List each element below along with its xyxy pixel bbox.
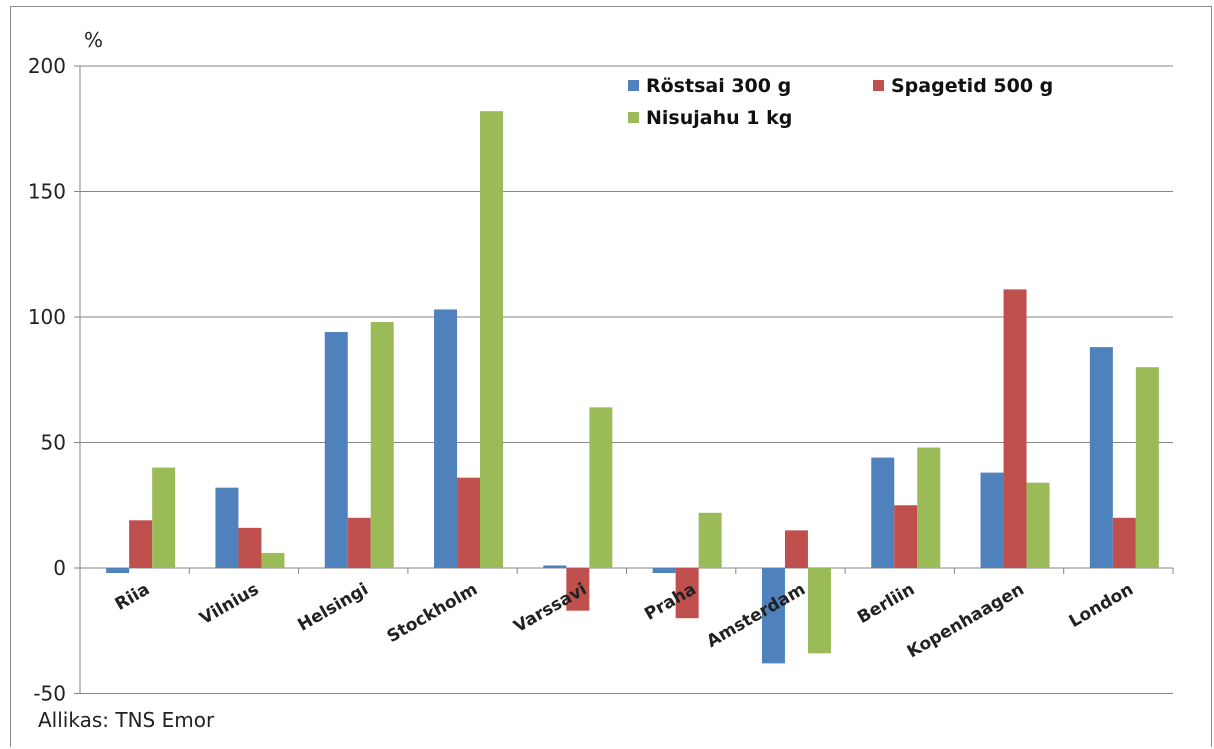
bar-spagetid-500-g-stockholm xyxy=(457,477,481,568)
bar-spagetid-500-g-kopenhaagen xyxy=(1003,289,1027,568)
bar-nisujahu-1-kg-vilnius xyxy=(261,552,285,568)
bar-nisujahu-1-kg-kopenhaagen xyxy=(1026,482,1050,568)
bar-nisujahu-1-kg-helsingi xyxy=(370,322,394,568)
y-axis-unit-label: % xyxy=(84,28,104,52)
y-tick-label: 150 xyxy=(28,180,66,204)
legend-swatch xyxy=(628,112,639,123)
legend-label: Nisujahu 1 kg xyxy=(646,107,792,129)
bar-r-stsai-300-g-stockholm xyxy=(434,309,458,568)
bar-spagetid-500-g-helsingi xyxy=(347,517,371,568)
bar-spagetid-500-g-berliin xyxy=(894,505,918,568)
bar-spagetid-500-g-riia xyxy=(129,520,153,568)
bar-r-stsai-300-g-praha xyxy=(652,568,676,574)
y-tick-label: 100 xyxy=(28,305,66,329)
legend-label: Spagetid 500 g xyxy=(891,75,1053,97)
bar-nisujahu-1-kg-amsterdam xyxy=(807,568,831,654)
y-tick-label: 200 xyxy=(28,54,66,78)
legend-label: Röstsai 300 g xyxy=(646,75,791,97)
x-category-label: Amsterdam xyxy=(703,579,809,652)
bar-r-stsai-300-g-varssavi xyxy=(543,565,567,568)
bar-nisujahu-1-kg-london xyxy=(1135,367,1159,568)
bar-r-stsai-300-g-riia xyxy=(106,568,130,574)
y-tick-label: 50 xyxy=(41,431,66,455)
bar-spagetid-500-g-amsterdam xyxy=(784,530,808,568)
x-category-label: Riia xyxy=(112,579,153,614)
legend-swatch xyxy=(628,80,639,91)
bar-r-stsai-300-g-kopenhaagen xyxy=(980,472,1004,568)
x-category-label: Vilnius xyxy=(196,579,262,629)
bar-spagetid-500-g-london xyxy=(1112,517,1136,568)
bar-r-stsai-300-g-vilnius xyxy=(215,487,239,568)
bar-nisujahu-1-kg-berliin xyxy=(917,447,941,568)
bar-spagetid-500-g-vilnius xyxy=(238,527,262,568)
bar-nisujahu-1-kg-varssavi xyxy=(589,407,613,568)
x-category-label: Berliin xyxy=(854,579,918,628)
x-category-label: London xyxy=(1066,579,1137,632)
bar-spagetid-500-g-praha xyxy=(675,568,699,619)
bar-r-stsai-300-g-london xyxy=(1089,347,1113,568)
source-note: Allikas: TNS Emor xyxy=(38,708,215,732)
x-category-label: Helsingi xyxy=(295,579,372,635)
bar-nisujahu-1-kg-riia xyxy=(152,467,176,568)
legend-swatch xyxy=(873,80,884,91)
y-tick-label: -50 xyxy=(33,682,66,706)
bar-r-stsai-300-g-berliin xyxy=(871,457,895,568)
bar-nisujahu-1-kg-praha xyxy=(698,512,722,568)
bar-nisujahu-1-kg-stockholm xyxy=(480,111,504,569)
chart-frame xyxy=(10,6,1212,747)
x-category-label: Stockholm xyxy=(384,579,481,647)
x-category-label: Kopenhaagen xyxy=(904,579,1028,662)
bar-spagetid-500-g-varssavi xyxy=(566,568,590,611)
bar-r-stsai-300-g-amsterdam xyxy=(761,568,785,664)
y-tick-label: 0 xyxy=(53,556,66,580)
bar-r-stsai-300-g-helsingi xyxy=(324,332,348,568)
